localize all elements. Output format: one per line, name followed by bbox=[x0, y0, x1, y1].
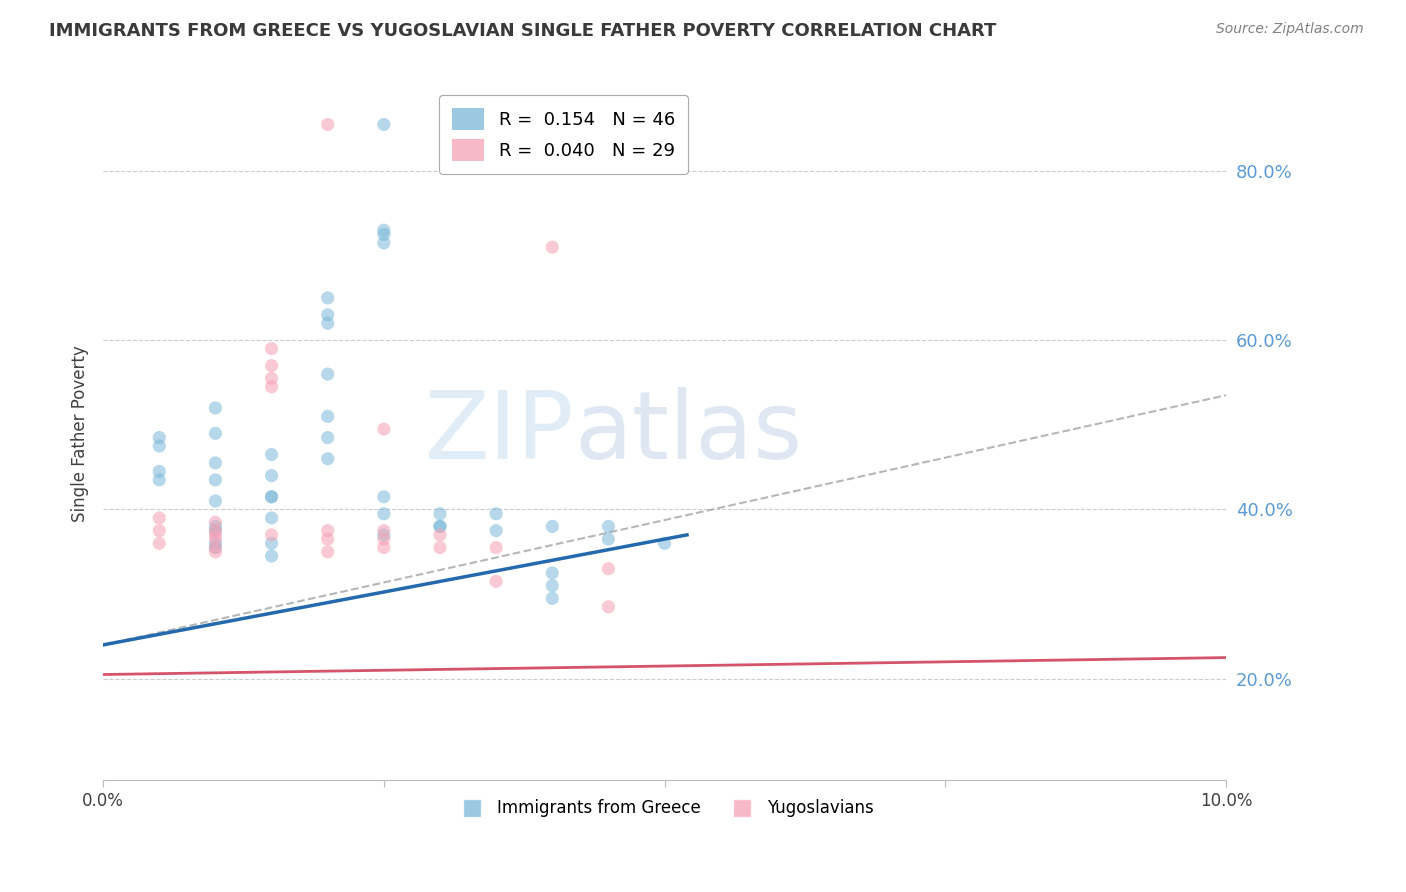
Point bbox=[316, 451, 339, 466]
Point bbox=[485, 507, 508, 521]
Point bbox=[204, 528, 226, 542]
Y-axis label: Single Father Poverty: Single Father Poverty bbox=[72, 345, 89, 522]
Point bbox=[429, 519, 451, 533]
Point bbox=[204, 541, 226, 555]
Point bbox=[373, 223, 395, 237]
Text: IMMIGRANTS FROM GREECE VS YUGOSLAVIAN SINGLE FATHER POVERTY CORRELATION CHART: IMMIGRANTS FROM GREECE VS YUGOSLAVIAN SI… bbox=[49, 22, 997, 40]
Point bbox=[260, 468, 283, 483]
Point bbox=[373, 490, 395, 504]
Point bbox=[204, 401, 226, 415]
Point bbox=[204, 541, 226, 555]
Point bbox=[148, 431, 170, 445]
Point bbox=[316, 118, 339, 132]
Text: Source: ZipAtlas.com: Source: ZipAtlas.com bbox=[1216, 22, 1364, 37]
Point bbox=[373, 118, 395, 132]
Point bbox=[316, 524, 339, 538]
Point bbox=[204, 524, 226, 538]
Point bbox=[373, 507, 395, 521]
Point bbox=[373, 422, 395, 436]
Point bbox=[316, 291, 339, 305]
Point bbox=[316, 316, 339, 330]
Point bbox=[260, 511, 283, 525]
Point bbox=[260, 536, 283, 550]
Point bbox=[260, 490, 283, 504]
Point bbox=[148, 511, 170, 525]
Point bbox=[541, 566, 564, 580]
Point bbox=[260, 359, 283, 373]
Point bbox=[204, 515, 226, 529]
Point bbox=[485, 524, 508, 538]
Point bbox=[260, 549, 283, 563]
Point bbox=[204, 524, 226, 538]
Point bbox=[598, 519, 620, 533]
Point bbox=[260, 380, 283, 394]
Point bbox=[204, 536, 226, 550]
Point bbox=[260, 448, 283, 462]
Point bbox=[148, 524, 170, 538]
Point bbox=[485, 574, 508, 589]
Point bbox=[373, 528, 395, 542]
Point bbox=[148, 473, 170, 487]
Point bbox=[373, 227, 395, 242]
Point bbox=[541, 579, 564, 593]
Point bbox=[429, 519, 451, 533]
Point bbox=[148, 464, 170, 478]
Point bbox=[260, 371, 283, 385]
Point bbox=[204, 532, 226, 546]
Point bbox=[316, 545, 339, 559]
Point bbox=[373, 541, 395, 555]
Point bbox=[148, 536, 170, 550]
Point bbox=[429, 528, 451, 542]
Point bbox=[541, 591, 564, 606]
Point bbox=[260, 490, 283, 504]
Point bbox=[541, 240, 564, 254]
Text: atlas: atlas bbox=[575, 387, 803, 479]
Text: ZIP: ZIP bbox=[425, 387, 575, 479]
Point bbox=[541, 519, 564, 533]
Point bbox=[429, 541, 451, 555]
Point bbox=[260, 342, 283, 356]
Point bbox=[316, 409, 339, 424]
Point bbox=[485, 541, 508, 555]
Point bbox=[598, 599, 620, 614]
Point bbox=[204, 426, 226, 441]
Point bbox=[373, 524, 395, 538]
Point bbox=[204, 473, 226, 487]
Point bbox=[598, 562, 620, 576]
Point bbox=[204, 494, 226, 508]
Point bbox=[260, 528, 283, 542]
Point bbox=[373, 532, 395, 546]
Point bbox=[204, 519, 226, 533]
Point bbox=[204, 456, 226, 470]
Point bbox=[148, 439, 170, 453]
Point bbox=[316, 431, 339, 445]
Point bbox=[316, 308, 339, 322]
Point bbox=[598, 532, 620, 546]
Point bbox=[316, 532, 339, 546]
Point bbox=[373, 235, 395, 250]
Point bbox=[204, 545, 226, 559]
Point bbox=[654, 536, 676, 550]
Point bbox=[316, 367, 339, 381]
Point bbox=[429, 507, 451, 521]
Legend: Immigrants from Greece, Yugoslavians: Immigrants from Greece, Yugoslavians bbox=[449, 793, 880, 824]
